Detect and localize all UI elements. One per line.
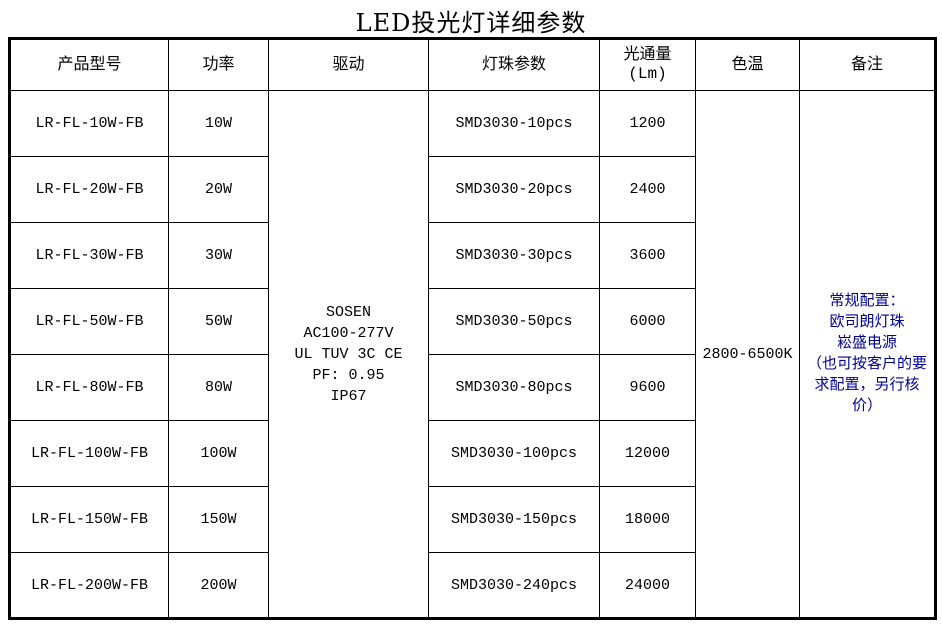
cell-leds: SMD3030-20pcs <box>428 156 600 223</box>
header-model: 产品型号 <box>9 38 169 91</box>
cell-model: LR-FL-10W-FB <box>9 90 169 157</box>
cell-model: LR-FL-20W-FB <box>9 156 169 223</box>
cell-power: 150W <box>168 486 269 553</box>
header-driver: 驱动 <box>268 38 429 91</box>
cell-leds: SMD3030-100pcs <box>428 420 600 487</box>
header-leds: 灯珠参数 <box>428 38 600 91</box>
table-row: LR-FL-20W-FB 20W SMD3030-20pcs 2400 <box>9 156 936 223</box>
cell-power: 80W <box>168 354 269 421</box>
header-cct: 色温 <box>695 38 800 91</box>
cell-model: LR-FL-100W-FB <box>9 420 169 487</box>
cell-leds: SMD3030-30pcs <box>428 222 600 289</box>
table-row: LR-FL-10W-FB 10W SOSEN AC100-277V UL TUV… <box>9 90 936 619</box>
cell-model: LR-FL-150W-FB <box>9 486 169 553</box>
table-row: LR-FL-200W-FB 200W SMD3030-240pcs 24000 <box>9 552 936 619</box>
cell-cct-merged: 2800-6500K <box>695 90 800 619</box>
cell-model: LR-FL-200W-FB <box>9 552 169 619</box>
table-row: LR-FL-30W-FB 30W SMD3030-30pcs 3600 <box>9 222 936 289</box>
cell-leds: SMD3030-50pcs <box>428 288 600 355</box>
cell-lumens: 24000 <box>599 552 696 619</box>
cell-leds: SMD3030-10pcs <box>428 90 600 157</box>
cell-power: 200W <box>168 552 269 619</box>
spec-table: 产品型号 功率 驱动 灯珠参数 光通量 (Lm) 色温 备注 LR-FL-10W… <box>8 37 937 620</box>
header-lumens: 光通量 (Lm) <box>599 38 696 91</box>
table-row: LR-FL-100W-FB 100W SMD3030-100pcs 12000 <box>9 420 936 487</box>
cell-lumens: 18000 <box>599 486 696 553</box>
cell-power: 50W <box>168 288 269 355</box>
cell-leds: SMD3030-240pcs <box>428 552 600 619</box>
table-row: LR-FL-50W-FB 50W SMD3030-50pcs 6000 <box>9 288 936 355</box>
cell-model: LR-FL-50W-FB <box>9 288 169 355</box>
page-title: LED投光灯详细参数 <box>355 9 587 37</box>
header-remark: 备注 <box>799 38 936 91</box>
cell-model: LR-FL-30W-FB <box>9 222 169 289</box>
cell-model: LR-FL-80W-FB <box>9 354 169 421</box>
cell-leds: SMD3030-150pcs <box>428 486 600 553</box>
cell-lumens: 9600 <box>599 354 696 421</box>
cell-power: 30W <box>168 222 269 289</box>
cell-power: 20W <box>168 156 269 223</box>
cell-lumens: 1200 <box>599 90 696 157</box>
header-power: 功率 <box>168 38 269 91</box>
table-row: LR-FL-150W-FB 150W SMD3030-150pcs 18000 <box>9 486 936 553</box>
table-row: LR-FL-80W-FB 80W SMD3030-80pcs 9600 <box>9 354 936 421</box>
cell-lumens: 6000 <box>599 288 696 355</box>
cell-lumens: 3600 <box>599 222 696 289</box>
cell-lumens: 2400 <box>599 156 696 223</box>
cell-leds: SMD3030-80pcs <box>428 354 600 421</box>
cell-remark-merged: 常规配置： 欧司朗灯珠 崧盛电源 （也可按客户的要 求配置，另行核 价） <box>799 90 936 619</box>
table-header-row: 产品型号 功率 驱动 灯珠参数 光通量 (Lm) 色温 备注 <box>9 38 936 91</box>
cell-power: 10W <box>168 90 269 157</box>
cell-lumens: 12000 <box>599 420 696 487</box>
cell-driver-merged: SOSEN AC100-277V UL TUV 3C CE PF: 0.95 I… <box>268 90 429 619</box>
cell-power: 100W <box>168 420 269 487</box>
